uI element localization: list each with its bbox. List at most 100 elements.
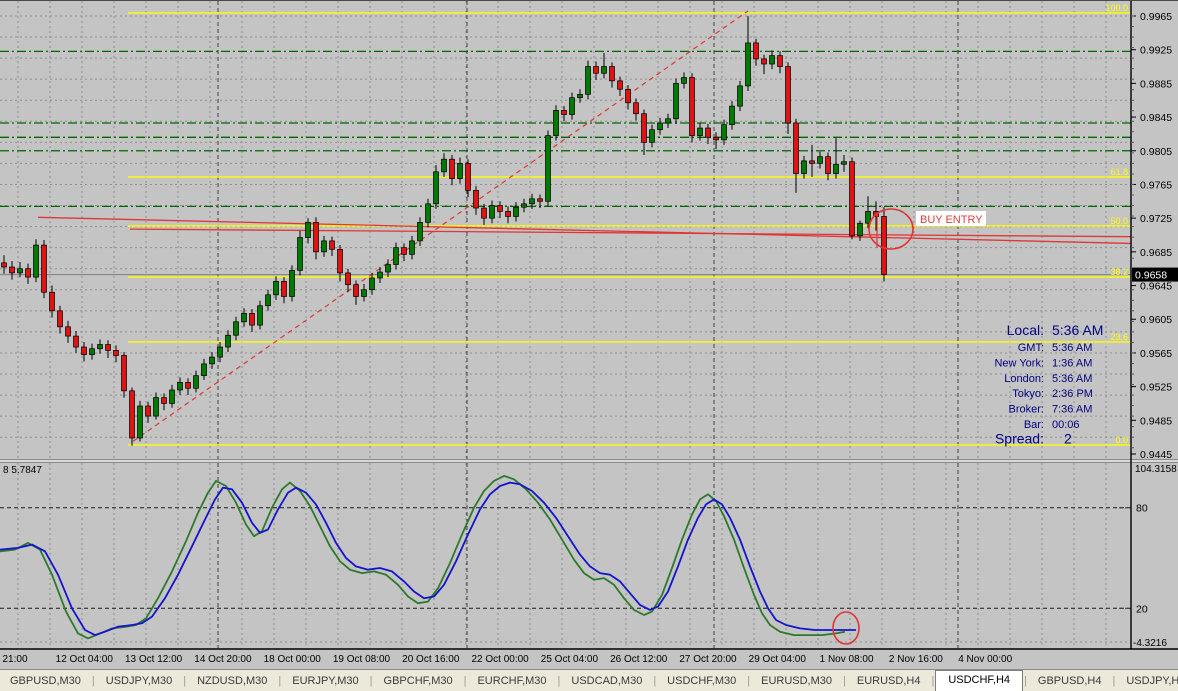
candle bbox=[73, 335, 79, 348]
svg-text:Spread:: Spread: bbox=[995, 430, 1044, 446]
svg-text:0.9525: 0.9525 bbox=[1140, 382, 1172, 394]
green-level-lines bbox=[0, 50, 1131, 208]
tab-gbpchf-m30[interactable]: GBPCHF,M30 bbox=[383, 674, 453, 687]
tab-gbpusd-h4[interactable]: GBPUSD,H4 bbox=[1037, 674, 1102, 687]
candle bbox=[825, 156, 831, 174]
panel-divider bbox=[0, 459, 1178, 463]
time-axis-label: 20 Oct 16:00 bbox=[402, 654, 460, 665]
dashed-trendline bbox=[132, 10, 749, 442]
candle bbox=[657, 122, 663, 131]
candle bbox=[249, 312, 255, 326]
candles-layer bbox=[1, 16, 887, 446]
candle bbox=[433, 171, 439, 205]
candle bbox=[673, 83, 679, 120]
candle bbox=[777, 55, 783, 67]
svg-text:1:36 AM: 1:36 AM bbox=[1052, 357, 1092, 369]
candle bbox=[849, 161, 855, 237]
candle bbox=[473, 190, 479, 209]
candle bbox=[257, 305, 263, 326]
candle bbox=[481, 207, 487, 219]
candle bbox=[569, 97, 575, 115]
candle bbox=[169, 389, 175, 404]
candle bbox=[865, 211, 871, 224]
tab-eurchf-m30[interactable]: EURCHF,M30 bbox=[477, 674, 547, 687]
svg-text:00:06: 00:06 bbox=[1052, 419, 1080, 431]
svg-text:0.9965: 0.9965 bbox=[1140, 11, 1172, 23]
candle bbox=[337, 248, 343, 274]
tab-separator: | bbox=[843, 675, 846, 687]
candle bbox=[281, 280, 287, 297]
candle bbox=[537, 198, 543, 202]
tab-usdchf-h4[interactable]: USDCHF,H4 bbox=[935, 670, 1024, 691]
candle bbox=[737, 85, 743, 107]
candle bbox=[193, 375, 199, 389]
candle bbox=[465, 163, 471, 191]
buy-entry-label: BUY ENTRY bbox=[920, 214, 983, 226]
candle bbox=[345, 272, 351, 286]
svg-text:61.8: 61.8 bbox=[1110, 167, 1128, 177]
tab-separator: | bbox=[369, 675, 373, 687]
candle bbox=[441, 158, 447, 173]
grid-layer bbox=[0, 1, 1131, 648]
tab-usdcad-m30[interactable]: USDCAD,M30 bbox=[571, 674, 643, 687]
candle bbox=[33, 244, 39, 278]
svg-text:7:36 AM: 7:36 AM bbox=[1052, 404, 1092, 416]
candle bbox=[289, 270, 295, 297]
buy-entry-circle bbox=[868, 208, 914, 250]
candle bbox=[49, 291, 55, 312]
candle bbox=[649, 129, 655, 143]
candle bbox=[513, 206, 519, 217]
candle bbox=[313, 222, 319, 253]
candle bbox=[81, 346, 87, 355]
candle bbox=[577, 93, 583, 99]
tab-eurjpy-m30[interactable]: EURJPY,M30 bbox=[292, 674, 359, 687]
svg-text:23.6: 23.6 bbox=[1110, 332, 1128, 342]
candle bbox=[505, 211, 511, 217]
candle bbox=[153, 397, 159, 417]
candle bbox=[713, 136, 719, 141]
candle bbox=[857, 222, 863, 237]
candle bbox=[161, 397, 167, 404]
stochastic-green-line bbox=[0, 474, 846, 640]
svg-text:100.0: 100.0 bbox=[1105, 3, 1128, 13]
svg-text:0.9845: 0.9845 bbox=[1140, 112, 1172, 124]
candle bbox=[137, 405, 143, 439]
candle bbox=[241, 312, 247, 323]
tab-gbpusd-m30[interactable]: GBPUSD,M30 bbox=[10, 674, 81, 687]
svg-text:0.9725: 0.9725 bbox=[1140, 213, 1172, 225]
candle bbox=[89, 348, 95, 355]
tab-usdjpy-h4[interactable]: USDJPY,H4 bbox=[1126, 674, 1178, 687]
candle bbox=[369, 277, 375, 291]
candle bbox=[225, 334, 231, 348]
svg-text:-4.3216: -4.3216 bbox=[1133, 638, 1167, 649]
tab-eurusd-h4[interactable]: EURUSD,H4 bbox=[856, 674, 921, 687]
svg-text:0.9765: 0.9765 bbox=[1140, 179, 1172, 191]
chart-canvas[interactable]: 100.0 61.8 50.0 38.2 23.6 0.0 Local: 5:36 AM GMT… bbox=[0, 1, 1178, 669]
tab-usdjpy-m30[interactable]: USDJPY,M30 bbox=[105, 674, 173, 687]
period-separator-lines bbox=[217, 1, 959, 648]
time-axis-label: 29 Oct 04:00 bbox=[749, 654, 807, 665]
tab-separator: | bbox=[91, 675, 95, 687]
svg-text:0.9445: 0.9445 bbox=[1140, 449, 1172, 461]
tab-eurusd-m30[interactable]: EURUSD,M30 bbox=[761, 674, 833, 687]
svg-text:Broker:: Broker: bbox=[1009, 404, 1044, 416]
svg-text:Local:: Local: bbox=[1007, 322, 1044, 338]
candle bbox=[489, 205, 495, 219]
candle bbox=[385, 264, 391, 273]
svg-text:80: 80 bbox=[1136, 503, 1148, 515]
tab-nzdusd-m30[interactable]: NZDUSD,M30 bbox=[197, 674, 268, 687]
candle bbox=[553, 109, 559, 136]
candle bbox=[753, 42, 759, 60]
tab-separator: | bbox=[463, 675, 467, 687]
candle bbox=[833, 163, 839, 174]
candle bbox=[417, 222, 423, 242]
svg-text:20: 20 bbox=[1136, 603, 1148, 615]
candle bbox=[273, 280, 279, 296]
time-axis-label: 25 Oct 04:00 bbox=[541, 654, 599, 665]
tab-usdchf-m30[interactable]: USDCHF,M30 bbox=[667, 674, 737, 687]
candle bbox=[745, 42, 751, 87]
candle bbox=[65, 326, 71, 337]
indicator-signal-circle bbox=[832, 611, 860, 645]
time-axis-label: 4 Nov 00:00 bbox=[958, 654, 1012, 665]
candle bbox=[121, 355, 127, 392]
